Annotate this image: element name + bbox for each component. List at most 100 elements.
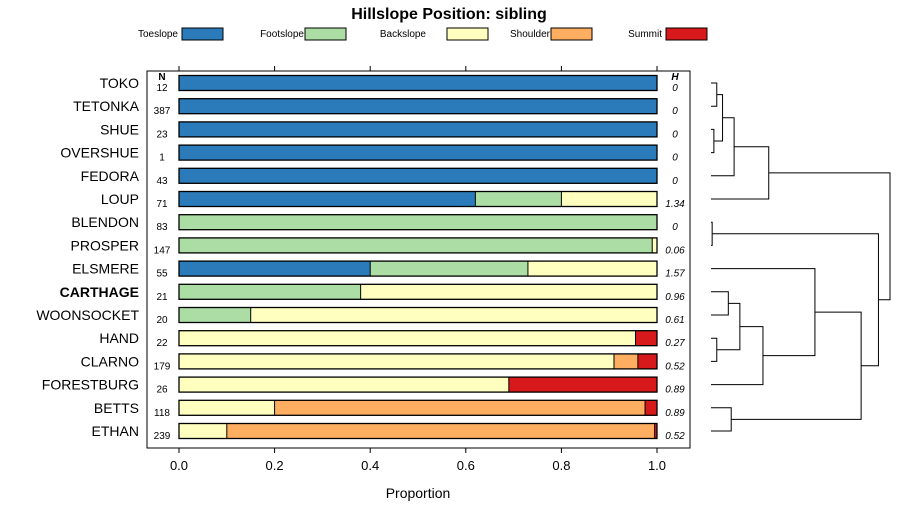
bar-segment-clarno-shoulder [613,353,638,369]
h-value-hand: 0.27 [665,338,685,349]
row-label-carthage: CARTHAGE [60,284,139,300]
row-label-forestburg: FORESTBURG [42,377,139,393]
bar-row-toko [178,74,658,92]
bar-row-woonsocket [178,306,658,324]
bar-segment-woonsocket-footslope [179,307,251,323]
bar-row-loup [178,190,658,208]
bar-segment-elsmere-backslope [527,261,657,277]
bar-row-betts [178,399,658,416]
h-value-blendon: 0 [672,222,678,233]
x-tick-label-2: 0.4 [361,458,379,473]
x-tick-label-0: 0.0 [170,458,188,473]
bar-outline-overshue [178,144,658,161]
legend-label-footslope: Footslope [260,29,304,40]
n-value-clarno: 179 [154,361,171,372]
dendrogram-link-6 [711,337,718,362]
row-label-shue: SHUE [100,121,139,137]
bars [178,74,658,440]
bar-outline-shue [178,121,658,138]
dendrogram-link-11 [711,407,732,432]
dendrogram-link-0 [711,82,718,107]
legend-label-toeslope: Toeslope [138,29,178,40]
n-value-tetonka: 387 [154,106,171,117]
bar-outline-tetonka [178,98,658,115]
n-value-betts: 118 [154,408,170,419]
bar-segment-loup-toeslope [179,191,476,207]
bar-outline-clarno [178,353,658,370]
bar-segment-clarno-summit [637,353,657,369]
dendrogram-link-4 [711,146,770,200]
bar-outline-prosper [178,237,658,254]
bar-segment-hand-backslope [179,330,636,346]
bar-segment-ethan-summit [654,423,657,439]
bar-outline-woonsocket [178,306,658,324]
bar-row-blendon [178,214,658,231]
bar-outline-loup [178,190,658,208]
bar-segment-carthage-backslope [360,284,657,300]
legend-label-shoulder: Shoulder [510,29,551,40]
bar-segment-tetonka-toeslope [179,98,657,114]
bar-segment-loup-footslope [475,191,562,207]
bar-segment-woonsocket-backslope [250,307,657,323]
bar-segment-forestburg-backslope [179,377,509,393]
bar-row-carthage [178,283,658,300]
n-value-toko: 12 [156,83,168,94]
dendrogram-link-2 [713,94,724,142]
n-value-hand: 22 [156,338,168,349]
n-value-woonsocket: 20 [156,315,168,326]
bar-outline-fedora [178,167,658,184]
bar-row-fedora [178,167,658,184]
x-axis-label: Proportion [386,485,451,501]
row-label-elsmere: ELSMERE [72,261,139,277]
bar-segment-loup-backslope [561,191,657,207]
h-value-ethan: 0.52 [665,431,685,442]
row-label-woonsocket: WOONSOCKET [36,307,139,323]
bar-segment-fedora-toeslope [179,168,657,184]
bar-outline-carthage [178,283,658,300]
bar-segment-overshue-toeslope [179,145,657,161]
h-value-shue: 0 [672,129,678,140]
dendrogram-link-12 [731,311,862,420]
bar-segment-forestburg-summit [508,377,657,393]
h-value-woonsocket: 0.61 [665,315,684,326]
bar-segment-toko-toeslope [179,75,657,91]
row-label-blendon: BLENDON [71,214,139,230]
dendrogram-link-13 [712,233,879,367]
bar-segment-blendon-footslope [179,214,657,230]
h-value-tetonka: 0 [672,106,678,117]
row-label-fedora: FEDORA [81,168,140,184]
bar-segment-elsmere-footslope [370,261,528,277]
row-label-hand: HAND [99,330,139,346]
bar-row-elsmere [178,260,658,277]
n-value-prosper: 147 [154,245,171,256]
bar-segment-betts-shoulder [274,400,646,416]
bar-segment-elsmere-toeslope [179,261,371,277]
row-label-ethan: ETHAN [92,423,139,439]
n-value-carthage: 21 [156,292,168,303]
row-label-loup: LOUP [101,191,139,207]
dendrogram-link-7 [711,291,729,316]
bar-outline-betts [178,399,658,416]
legend-label-backslope: Backslope [380,29,427,40]
h-value-carthage: 0.96 [665,292,685,303]
bar-segment-shue-toeslope [179,121,657,137]
row-label-betts: BETTS [94,400,139,416]
legend-swatch-toeslope [181,27,224,41]
x-tick-label-1: 0.2 [266,458,284,473]
h-value-betts: 0.89 [665,408,685,419]
h-value-fedora: 0 [672,176,678,187]
h-value-clarno: 0.52 [665,361,685,372]
bar-segment-clarno-backslope [179,353,614,369]
n-value-loup: 71 [156,199,168,210]
bar-row-prosper [178,237,658,254]
n-value-fedora: 43 [156,176,168,187]
row-label-tetonka: TETONKA [73,98,140,114]
dendrogram [711,82,891,432]
bar-outline-hand [178,330,658,347]
h-values: 0 0 0 0 0 1.34 0 0.06 1.57 0.96 0.61 0.27 0.52 0.89 0.… [665,83,685,442]
n-value-overshue: 1 [159,153,165,164]
bar-outline-ethan [178,422,658,440]
bar-segment-prosper-footslope [179,237,653,253]
n-value-blendon: 83 [156,222,168,233]
